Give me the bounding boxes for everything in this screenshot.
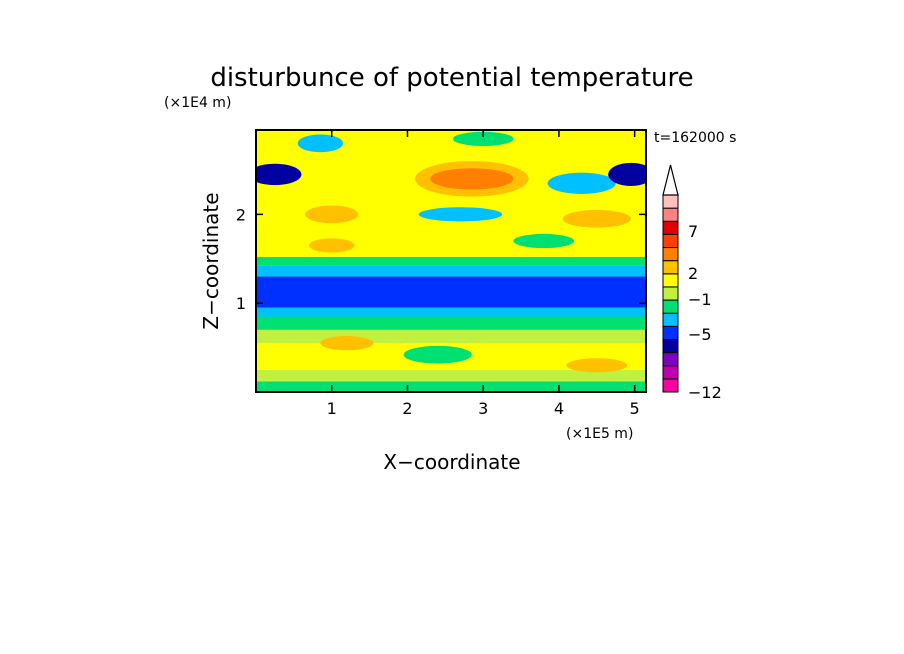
x-tick-label: 1 <box>327 399 337 418</box>
contour-band-3 <box>256 329 646 344</box>
contour-cell-11 <box>566 358 628 373</box>
x-axis-unit: (×1E5 m) <box>566 426 633 442</box>
contour-band-6 <box>256 276 646 308</box>
colorbar-swatch <box>662 352 679 367</box>
colorbar: 7 2 −1 −5 −12 <box>662 164 722 402</box>
time-label: t=162000 s <box>654 130 736 146</box>
colorbar-label: 2 <box>688 264 698 283</box>
contour-cell-7 <box>608 162 646 186</box>
contour-cell-14 <box>309 238 355 253</box>
y-axis-label: Z−coordinate <box>199 192 223 329</box>
x-tick-label: 3 <box>478 399 488 418</box>
plot-frame <box>255 129 647 393</box>
colorbar-swatch <box>662 378 679 393</box>
colorbar-swatch <box>662 233 679 249</box>
colorbar-swatch <box>662 207 679 222</box>
colorbar-swatch <box>662 299 679 314</box>
y-axis-unit: (×1E4 m) <box>164 95 231 111</box>
colorbar-swatch <box>662 286 679 301</box>
y-axis: 12 <box>236 205 646 313</box>
contour-band-7 <box>256 265 646 277</box>
contour-cell-10 <box>513 233 575 249</box>
contour-cell-8 <box>305 205 359 224</box>
contour-band-5 <box>256 307 646 317</box>
contour-cell-3 <box>562 209 631 228</box>
colorbar-extend-arrow <box>662 164 679 196</box>
colorbar-swatch <box>662 365 679 380</box>
contour-band-0 <box>256 381 646 392</box>
colorbar-swatch <box>662 325 679 340</box>
colorbar-swatch <box>662 260 679 275</box>
y-tick-label: 1 <box>236 294 246 313</box>
colorbar-label: −5 <box>688 325 712 344</box>
colorbar-label: −12 <box>688 383 722 402</box>
contour-band-4 <box>256 316 646 330</box>
x-axis-label: X−coordinate <box>383 450 520 474</box>
colorbar-swatch <box>662 338 679 354</box>
contour-cell-9 <box>452 131 514 146</box>
contour-band-8 <box>256 257 646 266</box>
colorbar-swatch <box>662 312 679 327</box>
x-tick-label: 2 <box>402 399 412 418</box>
chart-title: disturbunce of potential temperature <box>210 63 693 93</box>
contour-cell-5 <box>418 207 503 222</box>
contour-cell-13 <box>320 336 374 351</box>
x-tick-label: 5 <box>630 399 640 418</box>
contour-cell-2 <box>547 172 616 194</box>
contour-cell-4 <box>403 345 472 364</box>
x-axis: 1 2 3 4 5 <box>327 130 640 418</box>
colorbar-label: −1 <box>688 290 712 309</box>
y-tick-label: 2 <box>236 205 246 224</box>
x-tick-label: 4 <box>554 399 564 418</box>
colorbar-swatch <box>662 247 679 262</box>
colorbar-swatch <box>662 273 679 288</box>
contour-fill <box>256 130 646 392</box>
contour-cell-12 <box>297 134 344 153</box>
contour-cell-6 <box>256 163 302 186</box>
colorbar-swatch <box>662 220 679 235</box>
contour-cell-1 <box>430 168 514 190</box>
contour-band-1 <box>256 369 646 382</box>
colorbar-swatch <box>662 194 679 209</box>
colorbar-label: 7 <box>688 222 698 241</box>
